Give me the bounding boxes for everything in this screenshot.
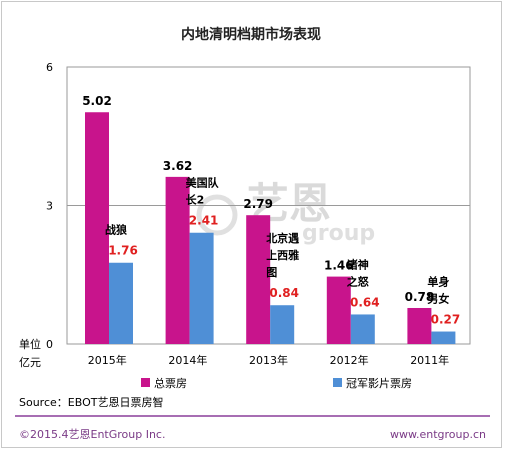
x-tick-label: 2014年 (168, 353, 207, 367)
champion-film-label-line: 美国队 (186, 176, 220, 190)
x-tick-label: 2015年 (88, 353, 127, 367)
champion-film-label: 美国队长2 (186, 176, 220, 207)
plot-area: 0 3 6 5.02 1.76 战狼 2015年 3.62 2.41 美国队长2 2014年 2.79… (46, 61, 471, 367)
bar-champion (109, 262, 133, 344)
footer-website: www.entgroup.cn (390, 428, 486, 441)
data-label-total: 0.78 (405, 290, 435, 304)
data-label-total: 1.46 (324, 259, 354, 273)
bar-champion (189, 232, 214, 344)
unit-label: 单位亿元 (19, 337, 41, 369)
data-label-champion: 1.76 (108, 244, 138, 258)
x-tick-label: 2011年 (410, 353, 449, 367)
champion-film-label-line: 男女 (427, 292, 449, 306)
watermark-logo-icon (196, 194, 238, 236)
y-tick-label: 0 (46, 338, 53, 351)
legend-label-champion: 冠军影片票房 (346, 377, 412, 390)
legend-label-total: 总票房 (154, 376, 187, 390)
bar-total (326, 276, 351, 344)
champion-film-label: 北京遇上西雅图 (266, 231, 299, 279)
data-label-champion: 2.41 (189, 214, 219, 228)
unit-label-line: 单位 (19, 337, 41, 351)
bar-champion (350, 314, 375, 344)
x-tick-label: 2012年 (330, 353, 369, 367)
champion-film-label-line: 单身 (427, 275, 449, 289)
x-tick-label: 2013年 (249, 353, 288, 367)
legend-swatch-champion (333, 378, 342, 387)
legend-swatch-total (141, 378, 150, 387)
champion-film-label-line: 之怒 (347, 274, 370, 288)
source-note: Source：EBOT艺恩日票房智 (19, 395, 163, 409)
champion-film-label-line: 诸神 (347, 257, 369, 271)
data-label-champion: 0.84 (269, 286, 299, 300)
data-label-total: 3.62 (163, 159, 193, 173)
watermark-en: group (302, 221, 375, 246)
data-label-champion: 0.27 (431, 313, 461, 327)
champion-film-label-line: 北京遇 (266, 231, 299, 245)
data-label-total: 2.79 (243, 197, 273, 211)
bar-total (246, 215, 271, 344)
chart-title: 内地清明档期市场表现 (181, 26, 321, 43)
bar-champion (270, 305, 295, 344)
bar-total (165, 176, 190, 344)
footer-copyright: ©2015.4艺恩EntGroup Inc. (19, 428, 165, 441)
legend: 总票房 冠军影片票房 (141, 376, 412, 390)
champion-film-label-line: 上西雅 (266, 248, 299, 262)
bar-total (407, 307, 432, 344)
y-tick-label: 6 (46, 61, 53, 74)
unit-label-line: 亿元 (19, 356, 41, 369)
bar-total (85, 112, 109, 344)
bar-champion (431, 331, 456, 344)
champion-film-label-line: 长2 (186, 193, 205, 207)
chart-svg: 艺恩 group 内地清明档期市场表现 0365.021.76战狼2015年3.… (15, 26, 490, 441)
champion-film-label-line: 图 (266, 266, 277, 279)
data-label-champion: 0.64 (350, 295, 380, 309)
y-tick-label: 3 (46, 200, 53, 213)
chart-frame: 艺恩 group 内地清明档期市场表现 0 3 6 5.02 1.76 战狼 2015年 3.… (1, 1, 502, 448)
data-label-total: 5.02 (82, 94, 112, 108)
champion-film-label: 诸神之怒 (347, 257, 370, 288)
champion-film-label-line: 战狼 (105, 223, 127, 237)
champion-film-label: 战狼 (105, 223, 127, 237)
champion-film-label: 单身男女 (427, 275, 449, 306)
